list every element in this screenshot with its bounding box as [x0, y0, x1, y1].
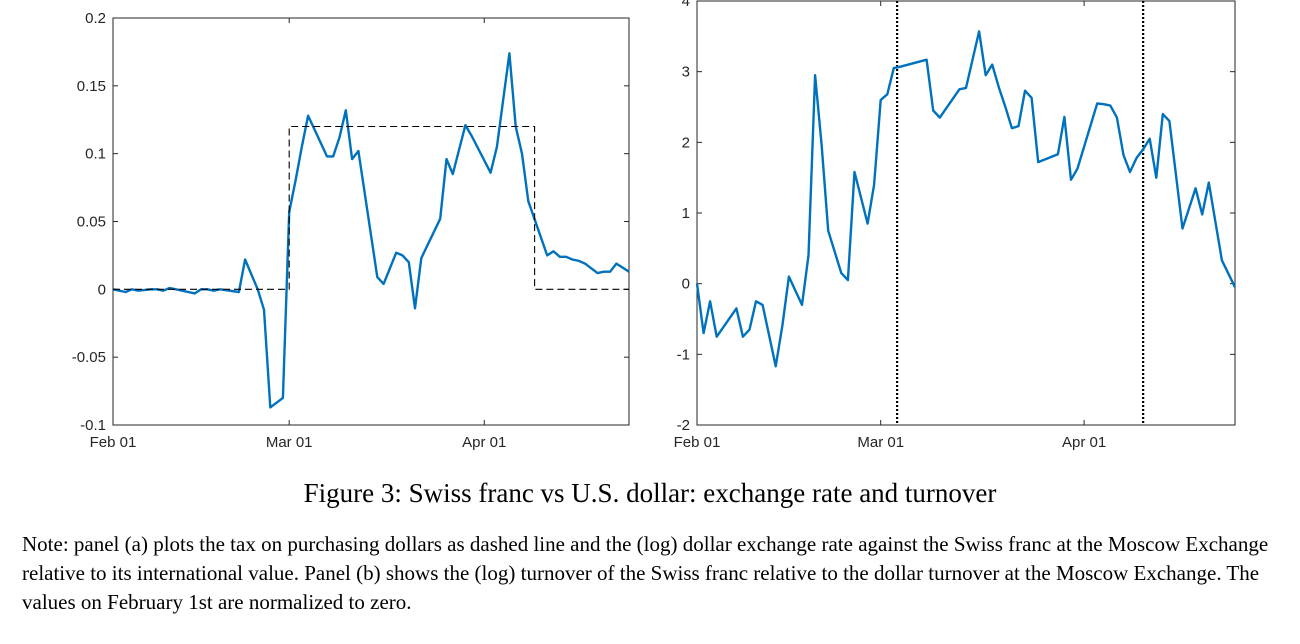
y-tick-label: 3 [682, 64, 690, 81]
y-tick-label: 0.1 [85, 146, 106, 163]
tax-dashed-line [113, 125, 629, 290]
figure-note: Note: panel (a) plots the tax on purchas… [22, 532, 1269, 614]
y-tick-label: 4 [682, 0, 690, 10]
y-tick-label: 0 [682, 276, 690, 293]
x-tick-label: Apr 01 [462, 434, 506, 451]
y-tick-label: 0.2 [85, 10, 106, 27]
series-line-a [112, 52, 630, 409]
y-tick-label: 0 [98, 281, 106, 298]
y-tick-label: 0.05 [77, 214, 106, 231]
y-tick-label: -1 [677, 346, 690, 363]
series-line-b [695, 30, 1237, 368]
x-tick-label: Apr 01 [1062, 434, 1106, 451]
x-tick-label: Feb 01 [90, 434, 137, 451]
x-tick-label: Mar 01 [857, 434, 904, 451]
x-tick-label: Mar 01 [266, 434, 313, 451]
x-tick-label: Feb 01 [674, 434, 721, 451]
y-tick-label: -0.1 [80, 417, 106, 434]
y-tick-label: -0.05 [72, 349, 106, 366]
figure-caption: Figure 3: Swiss franc vs U.S. dollar: ex… [303, 478, 997, 508]
plot-area-a [112, 17, 630, 426]
y-tick-label: 2 [682, 134, 690, 151]
y-tick-label: 1 [682, 205, 690, 222]
y-tick-label: -2 [677, 417, 690, 434]
y-tick-label: 0.15 [77, 78, 106, 95]
